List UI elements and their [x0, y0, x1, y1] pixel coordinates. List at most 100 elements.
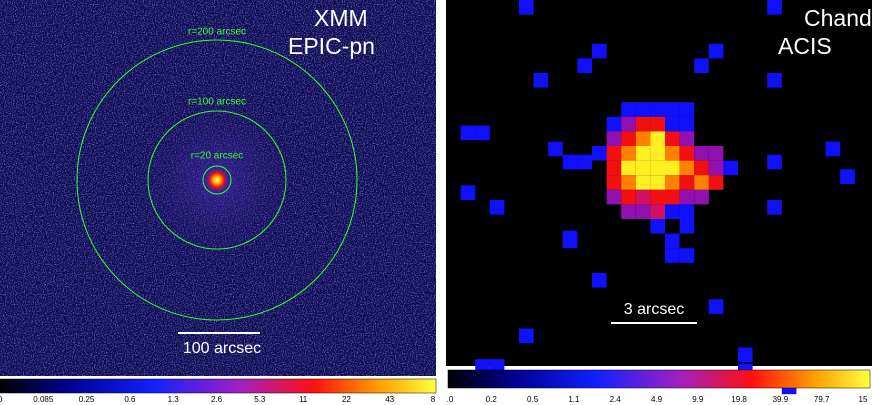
circle-label: r=200 arcsec — [188, 27, 246, 38]
pixel — [577, 58, 592, 73]
pixel — [694, 58, 709, 73]
colorbar-tick-label: 39.9 — [773, 395, 789, 404]
pixel — [519, 328, 534, 344]
pixel — [650, 160, 665, 176]
pixel — [635, 146, 651, 161]
pixel — [694, 160, 709, 176]
pixel — [767, 154, 782, 170]
pixel — [562, 230, 578, 246]
pixel — [650, 189, 665, 205]
pixel — [650, 204, 665, 219]
pixel — [635, 116, 651, 132]
colorbar-tick-label: 1.1 — [568, 395, 580, 404]
pixel — [460, 125, 476, 141]
pixel — [650, 131, 665, 146]
scale-label: 3 arcsec — [624, 301, 684, 318]
circle-100 — [147, 110, 287, 250]
pixel — [665, 233, 680, 249]
pixel — [548, 141, 563, 157]
pixel — [650, 116, 665, 132]
pixel — [606, 175, 622, 190]
colorbar — [0, 378, 437, 394]
pixel — [650, 219, 665, 234]
pixel — [606, 189, 622, 205]
colorbar-tick-label: 0 — [0, 395, 3, 404]
pixels — [460, 0, 855, 395]
colorbar-tick-label: 2.6 — [211, 395, 223, 404]
circle-label: r=100 arcsec — [188, 97, 246, 108]
circle-label: r=20 arcsec — [191, 151, 244, 162]
pixel — [606, 160, 622, 176]
pixel — [650, 102, 665, 117]
pixel — [592, 273, 607, 288]
colorbar-tick-label: 43 — [385, 395, 394, 404]
pixel — [665, 116, 680, 132]
pixel — [679, 116, 695, 132]
pixel — [723, 160, 738, 176]
pixel — [665, 160, 680, 176]
pixel — [635, 131, 651, 146]
pixel — [606, 131, 622, 146]
panel-title: XMM — [314, 5, 368, 31]
pixel — [679, 160, 695, 176]
pixel — [679, 131, 695, 146]
colorbar-tick-label: 0.6 — [124, 395, 136, 404]
pixel — [606, 116, 622, 132]
xmm-source — [205, 168, 229, 192]
pixel — [708, 175, 724, 190]
pixel — [767, 0, 782, 15]
pixel — [621, 146, 636, 161]
pixel — [767, 73, 782, 88]
pixel — [679, 175, 695, 190]
panel-title: EPIC-pn — [288, 33, 375, 59]
pixel — [665, 102, 680, 117]
colorbar-tick-label: 2.4 — [610, 395, 622, 404]
circle-200 — [76, 39, 358, 321]
colorbar-tick-label: 11 — [299, 395, 308, 404]
pixel — [635, 102, 651, 117]
colorbar-tick-label: .0 — [447, 395, 454, 404]
pixel — [519, 0, 534, 15]
pixel — [621, 131, 636, 146]
pixel — [694, 189, 709, 205]
scale-label: 100 arcsec — [183, 340, 261, 357]
colorbar-tick-label: 15 — [859, 395, 868, 404]
pixel — [679, 204, 695, 219]
colorbar — [447, 369, 871, 389]
circles — [76, 39, 358, 321]
pixel — [621, 160, 636, 176]
pixel — [533, 73, 549, 88]
colorbar-tick-label: 0.25 — [79, 395, 95, 404]
pixel — [825, 141, 841, 157]
pixel — [635, 175, 651, 190]
colorbar-tick-label: 8 — [431, 395, 436, 404]
pixel — [650, 146, 665, 161]
colorbar-tick-label: 1.3 — [168, 395, 180, 404]
pixel — [694, 175, 709, 190]
pixel — [650, 175, 665, 190]
pixel — [592, 146, 607, 161]
pixel — [665, 131, 680, 146]
colorbar-tick-label: 0.5 — [527, 395, 539, 404]
pixel — [592, 43, 607, 59]
pixel — [679, 146, 695, 161]
colorbar-tick-label: 79.7 — [814, 395, 830, 404]
pixel — [679, 248, 695, 263]
pixel — [665, 189, 680, 205]
colorbar-tick-label: 22 — [342, 395, 351, 404]
pixel — [694, 146, 709, 161]
pixel — [489, 200, 505, 215]
colorbar-ticks: 0 0.085 0.25 0.6 1.3 2.6 5.3 11 22 43 8 .0 0.2 0.5 1.1… — [0, 395, 868, 404]
pixel — [635, 160, 651, 176]
pixel — [475, 125, 490, 141]
pixel — [708, 146, 724, 161]
pixel — [665, 248, 680, 263]
pixel — [665, 204, 680, 219]
pixel — [665, 146, 680, 161]
pixel — [708, 299, 724, 314]
pixel — [679, 189, 695, 205]
pixel — [621, 175, 636, 190]
pixel — [767, 200, 782, 215]
pixel — [708, 160, 724, 176]
